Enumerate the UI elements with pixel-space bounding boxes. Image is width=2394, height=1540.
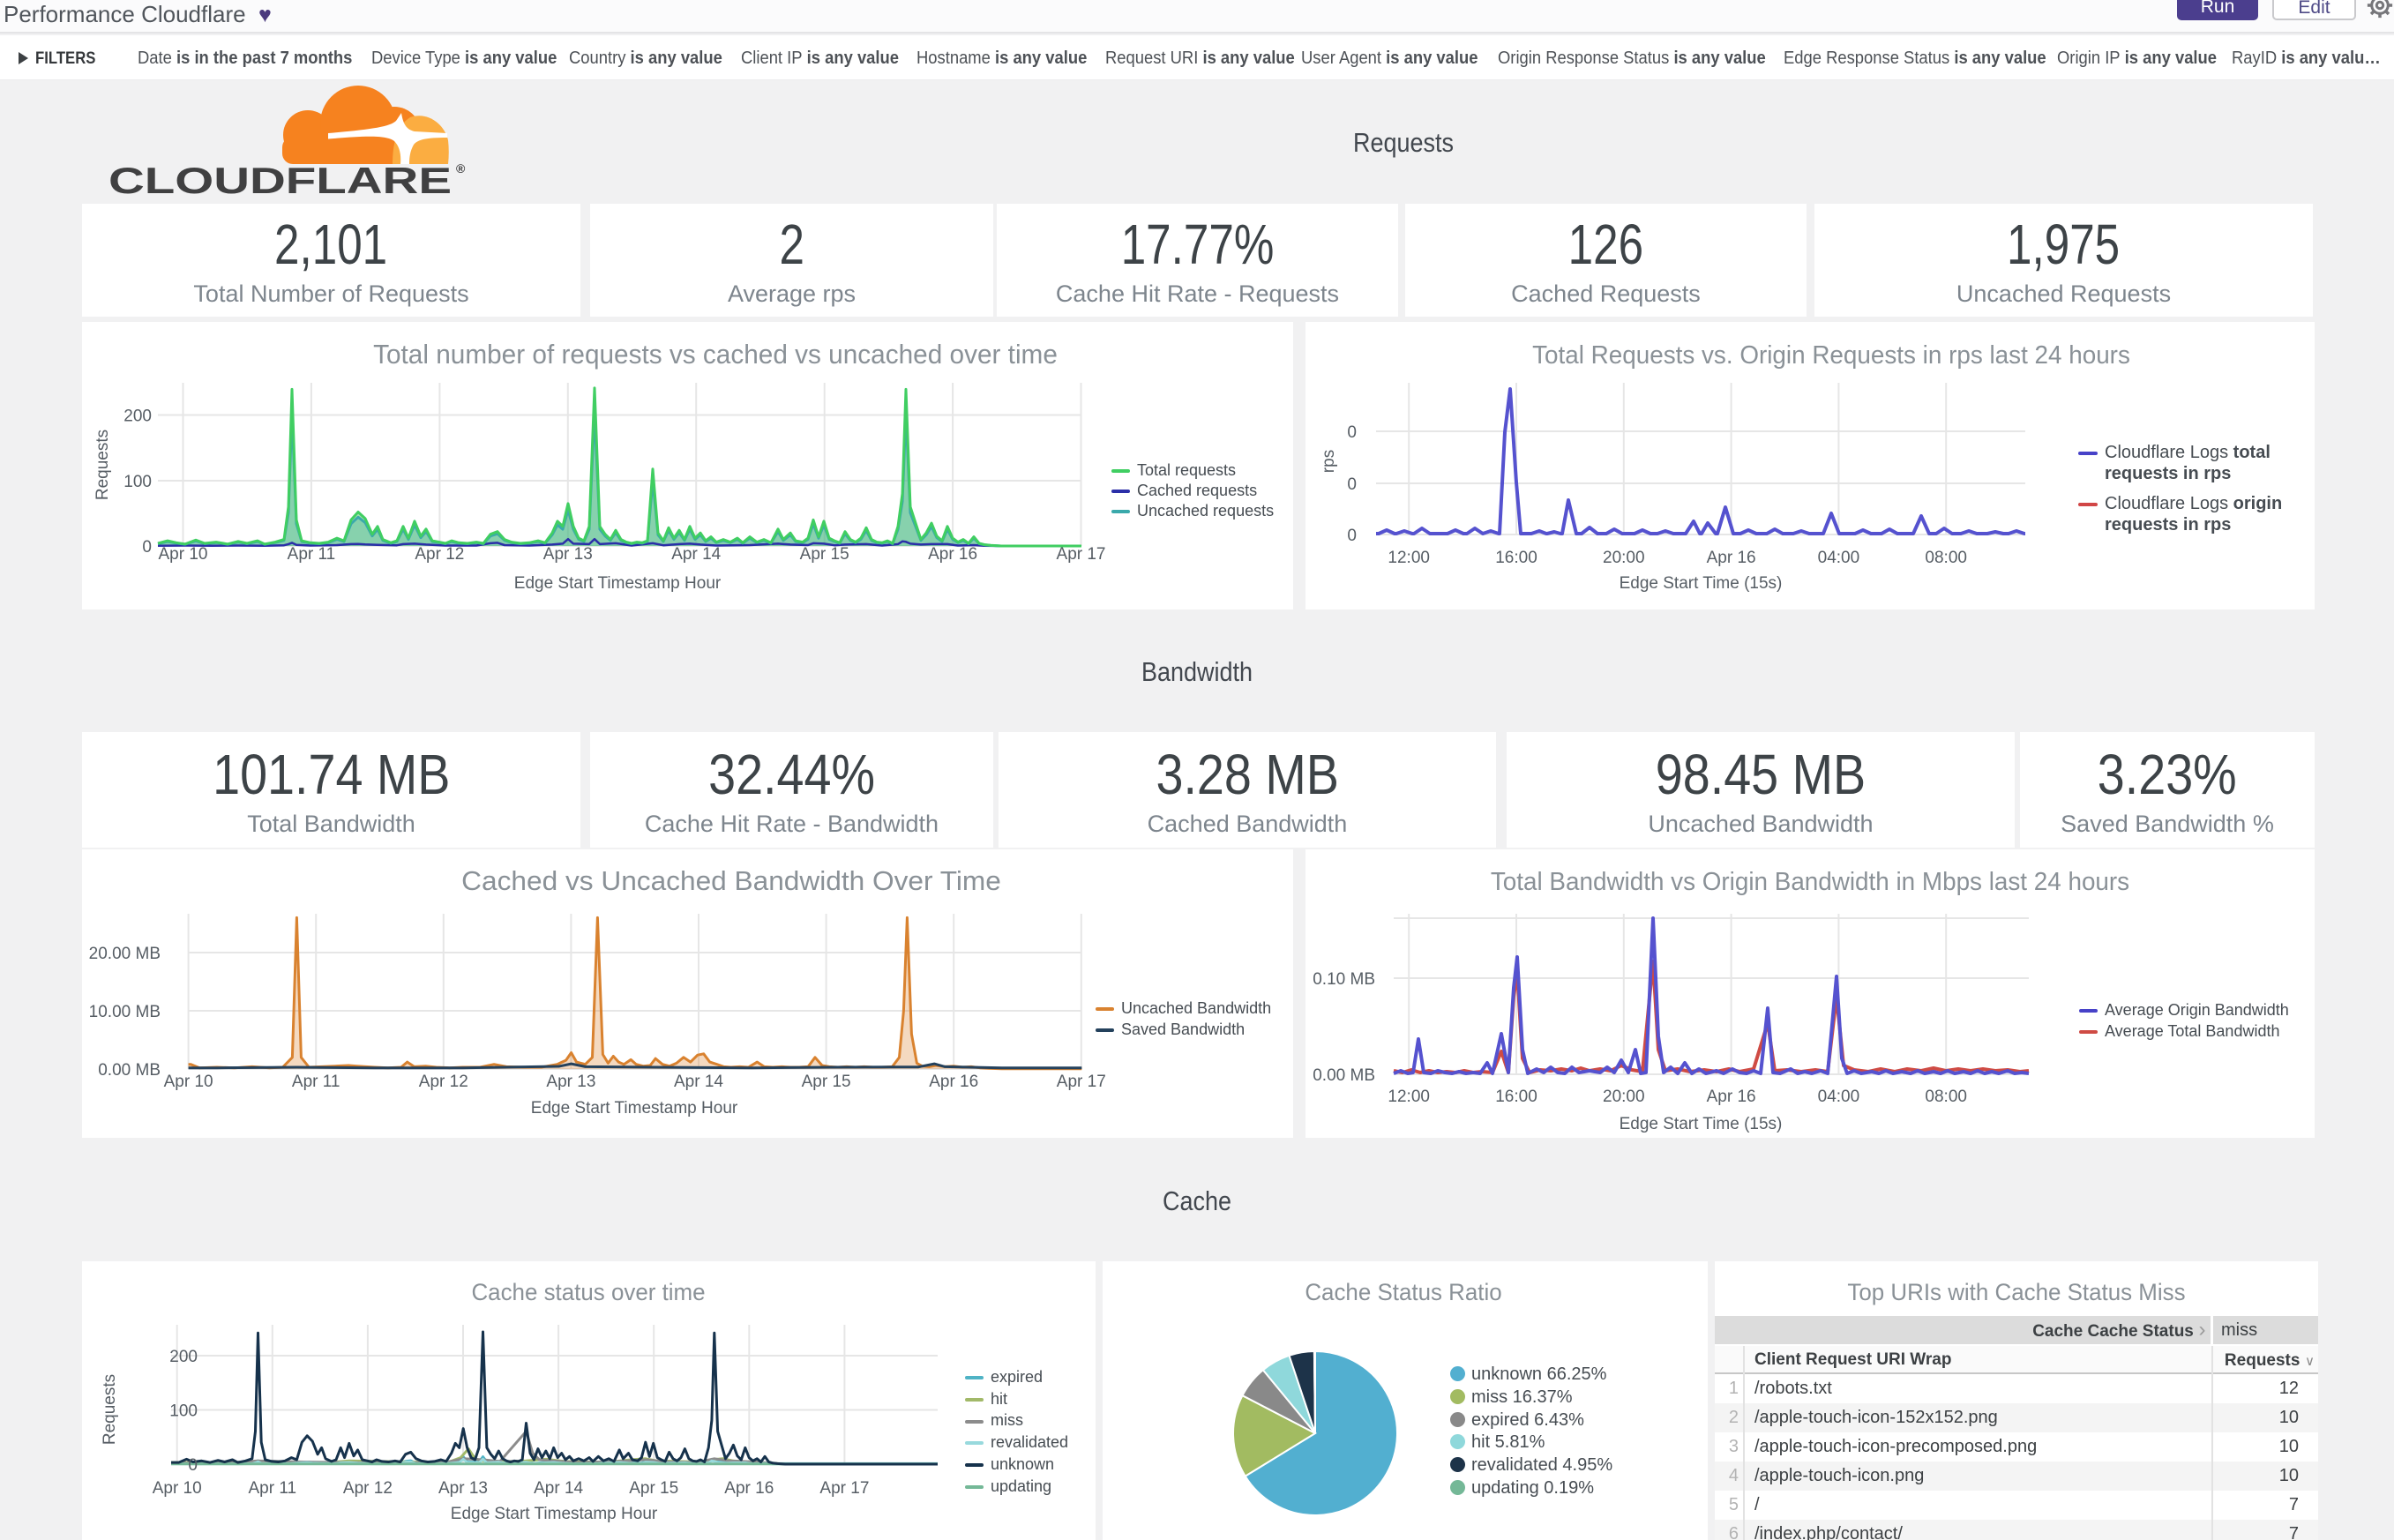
svg-text:Apr 12: Apr 12 [419,1073,468,1091]
svg-text:Apr 12: Apr 12 [343,1479,393,1498]
svg-text:Apr 13: Apr 13 [543,545,593,564]
svg-text:20:00: 20:00 [1603,1088,1645,1106]
svg-text:0.00 MB: 0.00 MB [98,1061,161,1080]
svg-text:04:00: 04:00 [1818,549,1860,567]
svg-text:0: 0 [188,1456,198,1475]
svg-text:Edge Start Timestamp Hour: Edge Start Timestamp Hour [451,1505,658,1523]
svg-text:16:00: 16:00 [1495,1088,1537,1106]
svg-text:200: 200 [123,407,152,426]
svg-text:0: 0 [1347,475,1357,494]
svg-text:12:00: 12:00 [1388,549,1430,567]
svg-text:Apr 14: Apr 14 [674,1073,723,1091]
svg-text:20:00: 20:00 [1603,549,1645,567]
svg-text:Apr 17: Apr 17 [1057,545,1106,564]
svg-text:04:00: 04:00 [1818,1088,1860,1106]
svg-text:Apr 16: Apr 16 [1707,549,1756,567]
svg-text:CLOUDFLARE: CLOUDFLARE [108,160,452,200]
svg-text:20.00 MB: 20.00 MB [89,945,161,963]
svg-text:Apr 10: Apr 10 [153,1479,202,1498]
svg-text:Apr 13: Apr 13 [438,1479,488,1498]
svg-text:0.10 MB: 0.10 MB [1313,970,1375,989]
svg-text:Apr 12: Apr 12 [415,545,464,564]
svg-text:Apr 15: Apr 15 [629,1479,678,1498]
svg-text:Apr 11: Apr 11 [249,1479,297,1498]
svg-text:Edge Start Time (15s): Edge Start Time (15s) [1620,1115,1783,1133]
svg-text:12:00: 12:00 [1388,1088,1430,1106]
svg-text:Apr 16: Apr 16 [1707,1088,1756,1106]
svg-text:Apr 13: Apr 13 [546,1073,595,1091]
svg-text:0.00 MB: 0.00 MB [1313,1066,1375,1085]
svg-text:08:00: 08:00 [1925,549,1967,567]
svg-text:Apr 14: Apr 14 [671,545,721,564]
svg-text:Edge Start Time (15s): Edge Start Time (15s) [1620,574,1783,593]
svg-text:Apr 10: Apr 10 [159,545,208,564]
svg-text:0: 0 [142,538,152,557]
svg-text:Apr 16: Apr 16 [929,1073,978,1091]
svg-text:16:00: 16:00 [1495,549,1537,567]
svg-text:10.00 MB: 10.00 MB [89,1003,161,1021]
svg-text:Apr 16: Apr 16 [724,1479,774,1498]
svg-text:Edge Start Timestamp Hour: Edge Start Timestamp Hour [531,1099,738,1118]
svg-text:Apr 11: Apr 11 [292,1073,340,1091]
svg-text:0: 0 [1347,527,1357,545]
svg-text:Apr 16: Apr 16 [928,545,977,564]
svg-text:Apr 17: Apr 17 [1057,1073,1106,1091]
svg-text:Requests: Requests [101,1374,119,1445]
svg-text:Requests: Requests [94,430,112,500]
svg-text:0: 0 [1347,423,1357,442]
svg-text:100: 100 [123,473,152,491]
svg-text:200: 200 [169,1348,198,1366]
svg-text:Apr 15: Apr 15 [800,545,849,564]
svg-text:Apr 11: Apr 11 [288,545,336,564]
svg-text:Apr 17: Apr 17 [819,1479,869,1498]
svg-text:®: ® [456,161,466,176]
svg-text:Apr 15: Apr 15 [802,1073,851,1091]
svg-text:rps: rps [1320,450,1338,473]
svg-text:08:00: 08:00 [1925,1088,1967,1106]
svg-text:100: 100 [169,1402,198,1421]
svg-text:Apr 10: Apr 10 [164,1073,213,1091]
svg-text:Edge Start Timestamp Hour: Edge Start Timestamp Hour [514,574,722,593]
svg-text:Apr 14: Apr 14 [534,1479,583,1498]
